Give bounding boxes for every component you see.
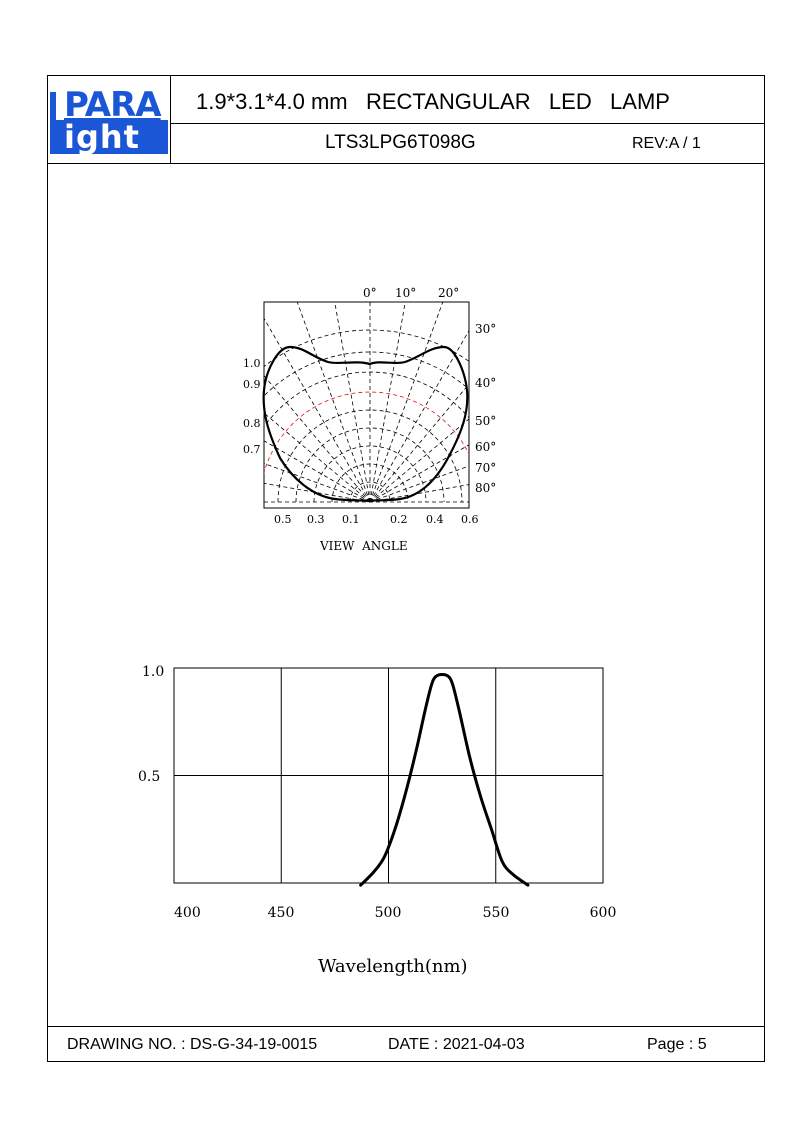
polar-grid-ray <box>369 484 469 503</box>
logo-top-text: PARA <box>64 85 162 125</box>
polar-top-label: 20° <box>438 286 459 300</box>
polar-grid-ray <box>369 465 469 503</box>
page-number: Page : 5 <box>647 1036 707 1053</box>
polar-right-label: 60° <box>475 440 496 454</box>
polar-grid-ray <box>369 383 469 503</box>
polar-grid-ray <box>369 444 469 503</box>
company-logo: ight PARA <box>50 88 168 156</box>
part-number: LTS3LPG6T098G <box>325 132 476 153</box>
revision: REV:A / 1 <box>632 135 701 152</box>
polar-right-label: 70° <box>475 461 496 475</box>
polar-grid-ray <box>264 317 371 503</box>
polar-bottom-label: 0.1 <box>342 513 360 526</box>
logo-bottom-text: ight <box>50 120 168 154</box>
header-divider-2 <box>47 163 765 164</box>
polar-grid-ray <box>264 412 371 503</box>
polar-grid-arc <box>295 427 445 503</box>
drawing-number: DRAWING NO. : DS-G-34-19-0015 <box>67 1036 318 1053</box>
polar-right-label: 80° <box>475 481 496 495</box>
polar-grid-ray <box>264 462 371 503</box>
x-tick-label: 500 <box>375 905 402 921</box>
logo-l-mark <box>50 92 60 150</box>
polar-caption: VIEW ANGLE <box>319 539 408 553</box>
x-tick-label: 400 <box>174 905 201 921</box>
polar-grid-arc <box>277 409 463 503</box>
x-tick-label: 550 <box>483 905 510 921</box>
polar-left-label: 0.8 <box>243 417 261 430</box>
polar-bottom-label: 0.4 <box>426 513 444 526</box>
document-title: 1.9*3.1*4.0 mm RECTANGULAR LED LAMP <box>196 89 670 114</box>
polar-bottom-label: 0.5 <box>274 513 292 526</box>
x-tick-label: 450 <box>268 905 295 921</box>
y-tick-label: 0.5 <box>138 769 160 785</box>
header-divider-1 <box>170 123 765 124</box>
header-divider-vertical <box>170 75 171 163</box>
polar-grid-ray <box>369 329 469 503</box>
polar-grid-arc <box>264 391 469 475</box>
polar-left-label: 0.9 <box>243 378 261 391</box>
page-frame <box>47 75 765 1062</box>
polar-grid-arc <box>349 481 391 503</box>
polar-left-label: 1.0 <box>243 357 261 370</box>
polar-top-label: 0° <box>363 286 377 300</box>
footer-divider <box>47 1026 765 1027</box>
polar-grid-ray <box>264 440 371 503</box>
polar-left-label: 0.7 <box>243 443 261 456</box>
polar-bottom-label: 0.6 <box>461 513 479 526</box>
polar-right-label: 30° <box>475 322 496 336</box>
x-axis-title: Wavelength(nm) <box>318 956 468 977</box>
polar-bottom-label: 0.2 <box>390 513 408 526</box>
polar-pattern-curve <box>262 345 469 502</box>
polar-grid-ray <box>369 302 444 503</box>
polar-top-label: 10° <box>395 286 416 300</box>
polar-grid-ray <box>264 375 371 503</box>
footer-date: DATE : 2021-04-03 <box>388 1036 525 1053</box>
polar-grid-arc <box>313 445 427 503</box>
polar-right-label: 50° <box>475 414 496 428</box>
y-tick-label: 1.0 <box>142 664 164 680</box>
polar-grid-ray <box>369 302 406 503</box>
polar-bottom-label: 0.3 <box>307 513 325 526</box>
polar-grid-ray <box>264 482 371 503</box>
polar-grid-ray <box>369 418 469 503</box>
x-tick-label: 600 <box>590 905 617 921</box>
polar-right-label: 40° <box>475 376 496 390</box>
polar-grid-ray <box>334 302 371 503</box>
spectrum-series-line <box>359 672 530 887</box>
polar-grid-ray <box>296 302 371 503</box>
